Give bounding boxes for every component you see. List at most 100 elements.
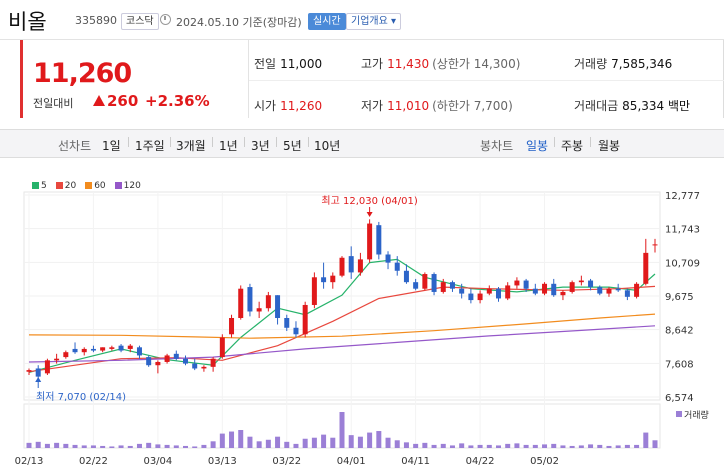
- period-3m[interactable]: 3개월: [176, 139, 206, 153]
- volume-bar: [229, 431, 235, 448]
- candle-body: [634, 283, 640, 297]
- candle-body: [72, 348, 78, 353]
- period-1w[interactable]: 1주일: [135, 139, 165, 153]
- x-tick-label: 05/02: [530, 456, 559, 467]
- candle-body: [63, 352, 69, 358]
- volume-bar: [192, 446, 198, 448]
- candle-body: [459, 288, 465, 294]
- x-tick-label: 03/04: [143, 456, 172, 467]
- realtime-button[interactable]: 실시간: [308, 13, 346, 30]
- volume-bar: [505, 443, 511, 448]
- volume-bar: [293, 443, 299, 448]
- high-arrow-head: [366, 212, 373, 217]
- candle-monthly[interactable]: 월봉: [598, 139, 621, 153]
- period-1d[interactable]: 1일: [102, 139, 121, 153]
- volume-bar: [256, 441, 262, 448]
- stat-value: 7,585,346: [611, 57, 673, 71]
- candle-body: [486, 288, 492, 294]
- volume-bar: [155, 444, 161, 448]
- stat-high: 고가 11,430 (상한가 14,300): [361, 55, 520, 72]
- candle-body: [505, 285, 511, 299]
- stock-name: 비올: [8, 10, 47, 34]
- period-10y[interactable]: 10년: [314, 139, 341, 153]
- period-5y[interactable]: 5년: [283, 139, 302, 153]
- y-tick-label: 12,777: [665, 191, 700, 202]
- volume-bar: [54, 442, 60, 448]
- x-tick-label: 04/01: [337, 456, 366, 467]
- candle-body: [238, 288, 244, 318]
- candle-body: [496, 288, 501, 299]
- ma-line-20: [28, 285, 656, 373]
- volume-bar: [238, 430, 244, 448]
- volume-legend-swatch: [676, 411, 682, 417]
- candle-weekly[interactable]: 주봉: [561, 139, 584, 153]
- current-price: 11,260: [33, 58, 132, 89]
- period-3y[interactable]: 3년: [251, 139, 270, 153]
- volume-bar: [348, 435, 354, 448]
- volume-bar: [569, 445, 575, 448]
- candle-body: [523, 280, 529, 289]
- volume-bar: [72, 444, 78, 448]
- divider: [308, 137, 309, 147]
- stat-amount: 거래대금 85,334 백만: [574, 97, 690, 114]
- volume-bar: [284, 441, 290, 448]
- period-1y[interactable]: 1년: [219, 139, 238, 153]
- volume-bar: [523, 444, 529, 448]
- stat-open: 시가 11,260: [254, 97, 322, 114]
- volume-bar: [634, 444, 640, 448]
- volume-bar: [26, 442, 32, 448]
- candle-body: [173, 353, 179, 359]
- legend-ma-60: 60: [85, 181, 106, 191]
- candle-body: [624, 290, 630, 297]
- volume-bar: [588, 444, 594, 448]
- volume-bar: [459, 443, 465, 448]
- stat-prev-close: 전일 11,000: [254, 55, 322, 72]
- change-percent: +2.36%: [145, 92, 210, 110]
- candle-body: [302, 304, 308, 335]
- candle-body: [275, 295, 281, 318]
- candle-body: [44, 360, 50, 374]
- low-arrow-head: [35, 377, 42, 382]
- candle-body: [183, 358, 188, 364]
- volume-bar: [486, 444, 492, 448]
- stat-label: 전일: [254, 57, 277, 71]
- candle-body: [247, 287, 253, 312]
- candle-body: [560, 291, 566, 296]
- x-tick-label: 02/22: [79, 456, 108, 467]
- volume-bar: [394, 440, 400, 448]
- volume-bar: [440, 443, 446, 448]
- stat-sub: (하한가 7,700): [432, 99, 513, 113]
- volume-bar: [311, 437, 317, 448]
- legend-ma-120: 120: [114, 181, 141, 191]
- ma-line-60: [28, 313, 656, 339]
- volume-bar: [514, 443, 520, 448]
- volume-bar: [597, 444, 603, 448]
- candle-body: [321, 277, 327, 283]
- volume-bar: [63, 443, 69, 448]
- candle-body: [201, 366, 207, 369]
- volume-bar: [35, 441, 41, 448]
- volume-bar: [321, 434, 327, 448]
- stat-sub: (상한가 14,300): [432, 57, 521, 71]
- candle-body: [449, 282, 455, 289]
- volume-bar: [265, 439, 271, 448]
- stock-code: 335890: [75, 14, 117, 27]
- candle-body: [477, 293, 483, 301]
- candle-body: [219, 337, 225, 358]
- x-tick-label: 02/13: [15, 456, 44, 467]
- y-tick-label: 8,642: [665, 326, 694, 337]
- candle-body: [422, 274, 428, 289]
- candle-body: [413, 282, 419, 289]
- candle-body: [90, 348, 96, 351]
- volume-bar: [330, 437, 336, 448]
- candle-daily[interactable]: 일봉: [526, 139, 549, 153]
- candle-body: [164, 355, 170, 362]
- change-value: 260: [107, 92, 139, 110]
- candle-body: [311, 277, 317, 305]
- company-overview-dropdown[interactable]: 기업개요 ▾: [346, 13, 402, 30]
- candle-body: [330, 275, 336, 283]
- stat-label: 저가: [361, 99, 384, 113]
- candle-body: [54, 358, 60, 361]
- volume-bar: [542, 444, 548, 448]
- divider: [554, 137, 555, 147]
